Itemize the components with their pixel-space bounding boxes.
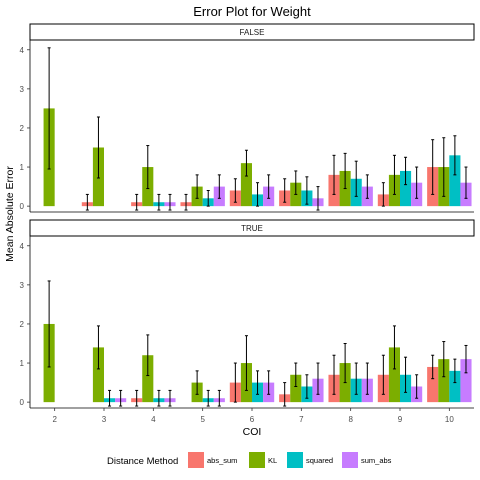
x-tick-label: 8 xyxy=(348,415,353,424)
facet-label: FALSE xyxy=(240,28,265,37)
y-tick-label: 3 xyxy=(20,85,25,94)
bar-squared xyxy=(449,370,461,403)
bar-KL xyxy=(438,359,450,403)
bar-squared xyxy=(400,170,412,207)
y-tick-label: 0 xyxy=(20,398,25,407)
bar-KL xyxy=(142,355,154,403)
x-tick-label: 6 xyxy=(250,415,255,424)
legend-label: KL xyxy=(268,456,277,465)
y-tick-label: 2 xyxy=(20,320,25,329)
x-tick-label: 10 xyxy=(445,415,454,424)
facet-strip-true xyxy=(29,219,475,237)
facet-strip-false xyxy=(29,23,475,41)
facet-label: TRUE xyxy=(241,224,263,233)
legend-key-KL xyxy=(249,452,265,468)
legend-key-sum_abs xyxy=(342,452,358,468)
bar-squared xyxy=(449,155,461,207)
y-tick-label: 1 xyxy=(20,163,25,172)
y-tick-label: 3 xyxy=(20,281,25,290)
x-tick-label: 5 xyxy=(200,415,205,424)
legend-label: abs_sum xyxy=(207,456,237,465)
bar-KL xyxy=(240,163,252,207)
x-tick-label: 9 xyxy=(398,415,403,424)
x-tick-label: 2 xyxy=(52,415,57,424)
x-tick-label: 3 xyxy=(102,415,107,424)
facet-panels: FALSE 0 1 2 3 4 TRUE 0 1 2 3 4 2 3 4 5 6 7 8 9 10 xyxy=(20,23,475,424)
legend-label: squared xyxy=(306,456,333,465)
legend-key-abs_sum xyxy=(188,452,204,468)
legend-key-squared xyxy=(287,452,303,468)
y-tick-label: 4 xyxy=(20,46,25,55)
bar-KL xyxy=(388,347,400,403)
y-tick-label: 1 xyxy=(20,359,25,368)
legend: Distance Method abs_sum KL squared sum_abs xyxy=(107,452,392,468)
y-tick-label: 0 xyxy=(20,202,25,211)
x-axis-label: COI xyxy=(243,426,262,438)
x-tick-label: 7 xyxy=(299,415,304,424)
y-tick-label: 4 xyxy=(20,242,25,251)
bar-KL xyxy=(290,374,302,403)
legend-label: sum_abs xyxy=(361,456,392,465)
x-tick-label: 4 xyxy=(151,415,156,424)
bar-sum_abs xyxy=(460,359,472,403)
legend-title: Distance Method xyxy=(107,456,178,467)
y-axis-label: Mean Absolute Error xyxy=(4,166,16,262)
y-tick-label: 2 xyxy=(20,124,25,133)
chart-title: Error Plot for Weight xyxy=(193,4,311,19)
bar-abs_sum xyxy=(427,366,439,403)
bar-KL xyxy=(92,347,104,403)
